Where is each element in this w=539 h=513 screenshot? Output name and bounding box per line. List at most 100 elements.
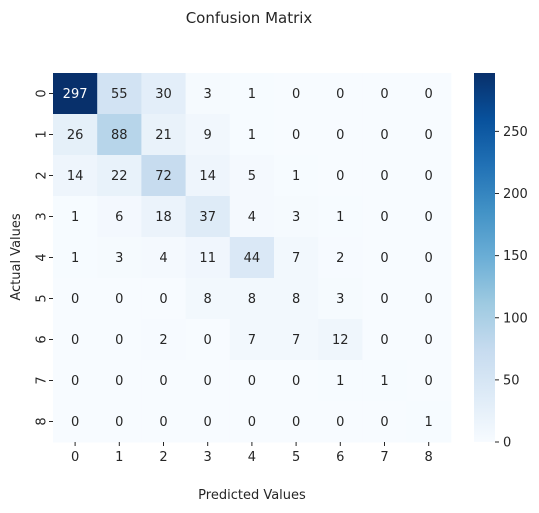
- heatmap-cell: [318, 360, 363, 402]
- cell-value-label: 18: [155, 210, 172, 225]
- cell-value-label: 1: [380, 374, 388, 389]
- heatmap-cell: [318, 319, 363, 361]
- x-tick-label: 5: [292, 450, 300, 465]
- heatmap-cell: [362, 278, 408, 320]
- colorbar-tick-label: 150: [503, 249, 528, 264]
- heatmap-cell: [53, 278, 98, 320]
- cell-value-label: 0: [380, 210, 388, 225]
- heatmap-cell: [141, 196, 187, 238]
- cell-value-label: 9: [204, 128, 212, 143]
- cell-value-label: 3: [115, 251, 123, 266]
- colorbar-tick-label: 250: [503, 125, 528, 140]
- heatmap-cell: [274, 155, 319, 197]
- heatmap-cell: [97, 155, 142, 197]
- heatmap-cell: [362, 114, 408, 156]
- heatmap-cell: [406, 73, 452, 115]
- heatmap-cell: [406, 319, 452, 361]
- heatmap-cell: [229, 237, 275, 279]
- heatmap-cell: [53, 196, 98, 238]
- heatmap-cell: [53, 319, 98, 361]
- heatmap-cell: [97, 73, 142, 115]
- heatmap-cell: [185, 155, 231, 197]
- cell-value-label: 22: [111, 169, 128, 184]
- cell-value-label: 0: [336, 169, 344, 184]
- y-tick-label: 0: [35, 89, 50, 97]
- cell-value-label: 0: [204, 374, 212, 389]
- cell-value-label: 4: [248, 210, 256, 225]
- heatmap-cell: [141, 401, 187, 443]
- heatmap-cell: [185, 360, 231, 402]
- cell-value-label: 0: [204, 333, 212, 348]
- colorbar-tick-label: 200: [503, 187, 528, 202]
- cell-value-label: 0: [380, 87, 388, 102]
- cell-value-label: 1: [292, 169, 300, 184]
- cell-value-label: 0: [380, 333, 388, 348]
- heatmap-cell: [406, 155, 452, 197]
- cell-value-label: 0: [425, 251, 433, 266]
- heatmap-cell: [185, 319, 231, 361]
- x-tick-label: 1: [115, 450, 123, 465]
- cell-value-label: 6: [115, 210, 123, 225]
- cell-value-label: 0: [248, 374, 256, 389]
- heatmap-cell: [229, 278, 275, 320]
- heatmap-cell: [406, 401, 452, 443]
- heatmap-cell: [318, 401, 363, 443]
- heatmap-cell: [406, 360, 452, 402]
- cell-value-label: 0: [380, 128, 388, 143]
- cell-value-label: 12: [332, 333, 349, 348]
- x-tick-label: 7: [380, 450, 388, 465]
- heatmap-cell: [362, 73, 408, 115]
- colorbar-tick-label: 50: [503, 373, 520, 388]
- cell-value-label: 7: [248, 333, 256, 348]
- heatmap-cell: [97, 237, 142, 279]
- cell-value-label: 0: [292, 374, 300, 389]
- heatmap-cell: [318, 155, 363, 197]
- x-tick-label: 4: [248, 450, 256, 465]
- cell-value-label: 8: [204, 292, 212, 307]
- cell-value-labels: 297 55 30 3 1 0 0 0 026 88 21 9 1 0 0 0 014 22 72 14 5 1 0 0 01 6…: [63, 87, 433, 430]
- heatmap-cell: [274, 114, 319, 156]
- heatmap-cell: [97, 196, 142, 238]
- cell-value-label: 72: [155, 169, 172, 184]
- heatmap-cell: [141, 319, 187, 361]
- x-tick-label: 3: [204, 450, 212, 465]
- heatmap-cell: [406, 237, 452, 279]
- heatmap-cell: [318, 278, 363, 320]
- cell-value-label: 37: [199, 210, 216, 225]
- heatmap-cell: [53, 237, 98, 279]
- cell-value-label: 2: [159, 333, 167, 348]
- y-tick-label: 5: [35, 294, 50, 302]
- cell-value-label: 1: [425, 415, 433, 430]
- cell-value-label: 0: [159, 374, 167, 389]
- heatmap-cell: [229, 155, 275, 197]
- cell-value-label: 0: [115, 333, 123, 348]
- x-axis-ticks: 0 1 2 3 4 5 6 7 8: [71, 442, 433, 465]
- x-tick-label: 8: [425, 450, 433, 465]
- cell-value-label: 0: [71, 333, 79, 348]
- heatmap-cell: [53, 360, 98, 402]
- heatmap-cell: [406, 278, 452, 320]
- heatmap-cell: [406, 114, 452, 156]
- cell-value-label: 1: [336, 374, 344, 389]
- heatmap-cell: [141, 237, 187, 279]
- cell-value-label: 7: [292, 333, 300, 348]
- heatmap-cell: [141, 73, 187, 115]
- colorbar: [474, 73, 495, 442]
- y-tick-label: 4: [35, 253, 50, 261]
- heatmap-cell: [53, 73, 98, 115]
- heatmap-cell: [141, 114, 187, 156]
- cell-value-label: 4: [159, 251, 167, 266]
- cell-value-label: 0: [425, 292, 433, 307]
- cell-value-label: 0: [380, 415, 388, 430]
- heatmap-cell: [53, 401, 98, 443]
- heatmap-cell: [362, 237, 408, 279]
- x-tick-label: 2: [159, 450, 167, 465]
- heatmap-cell: [97, 319, 142, 361]
- cell-value-label: 0: [380, 169, 388, 184]
- heatmap-cell: [318, 237, 363, 279]
- heatmap-cell: [362, 319, 408, 361]
- cell-value-label: 11: [199, 251, 216, 266]
- cell-value-label: 2: [336, 251, 344, 266]
- heatmap-cell: [318, 196, 363, 238]
- colorbar-tick-label: 0: [503, 436, 511, 451]
